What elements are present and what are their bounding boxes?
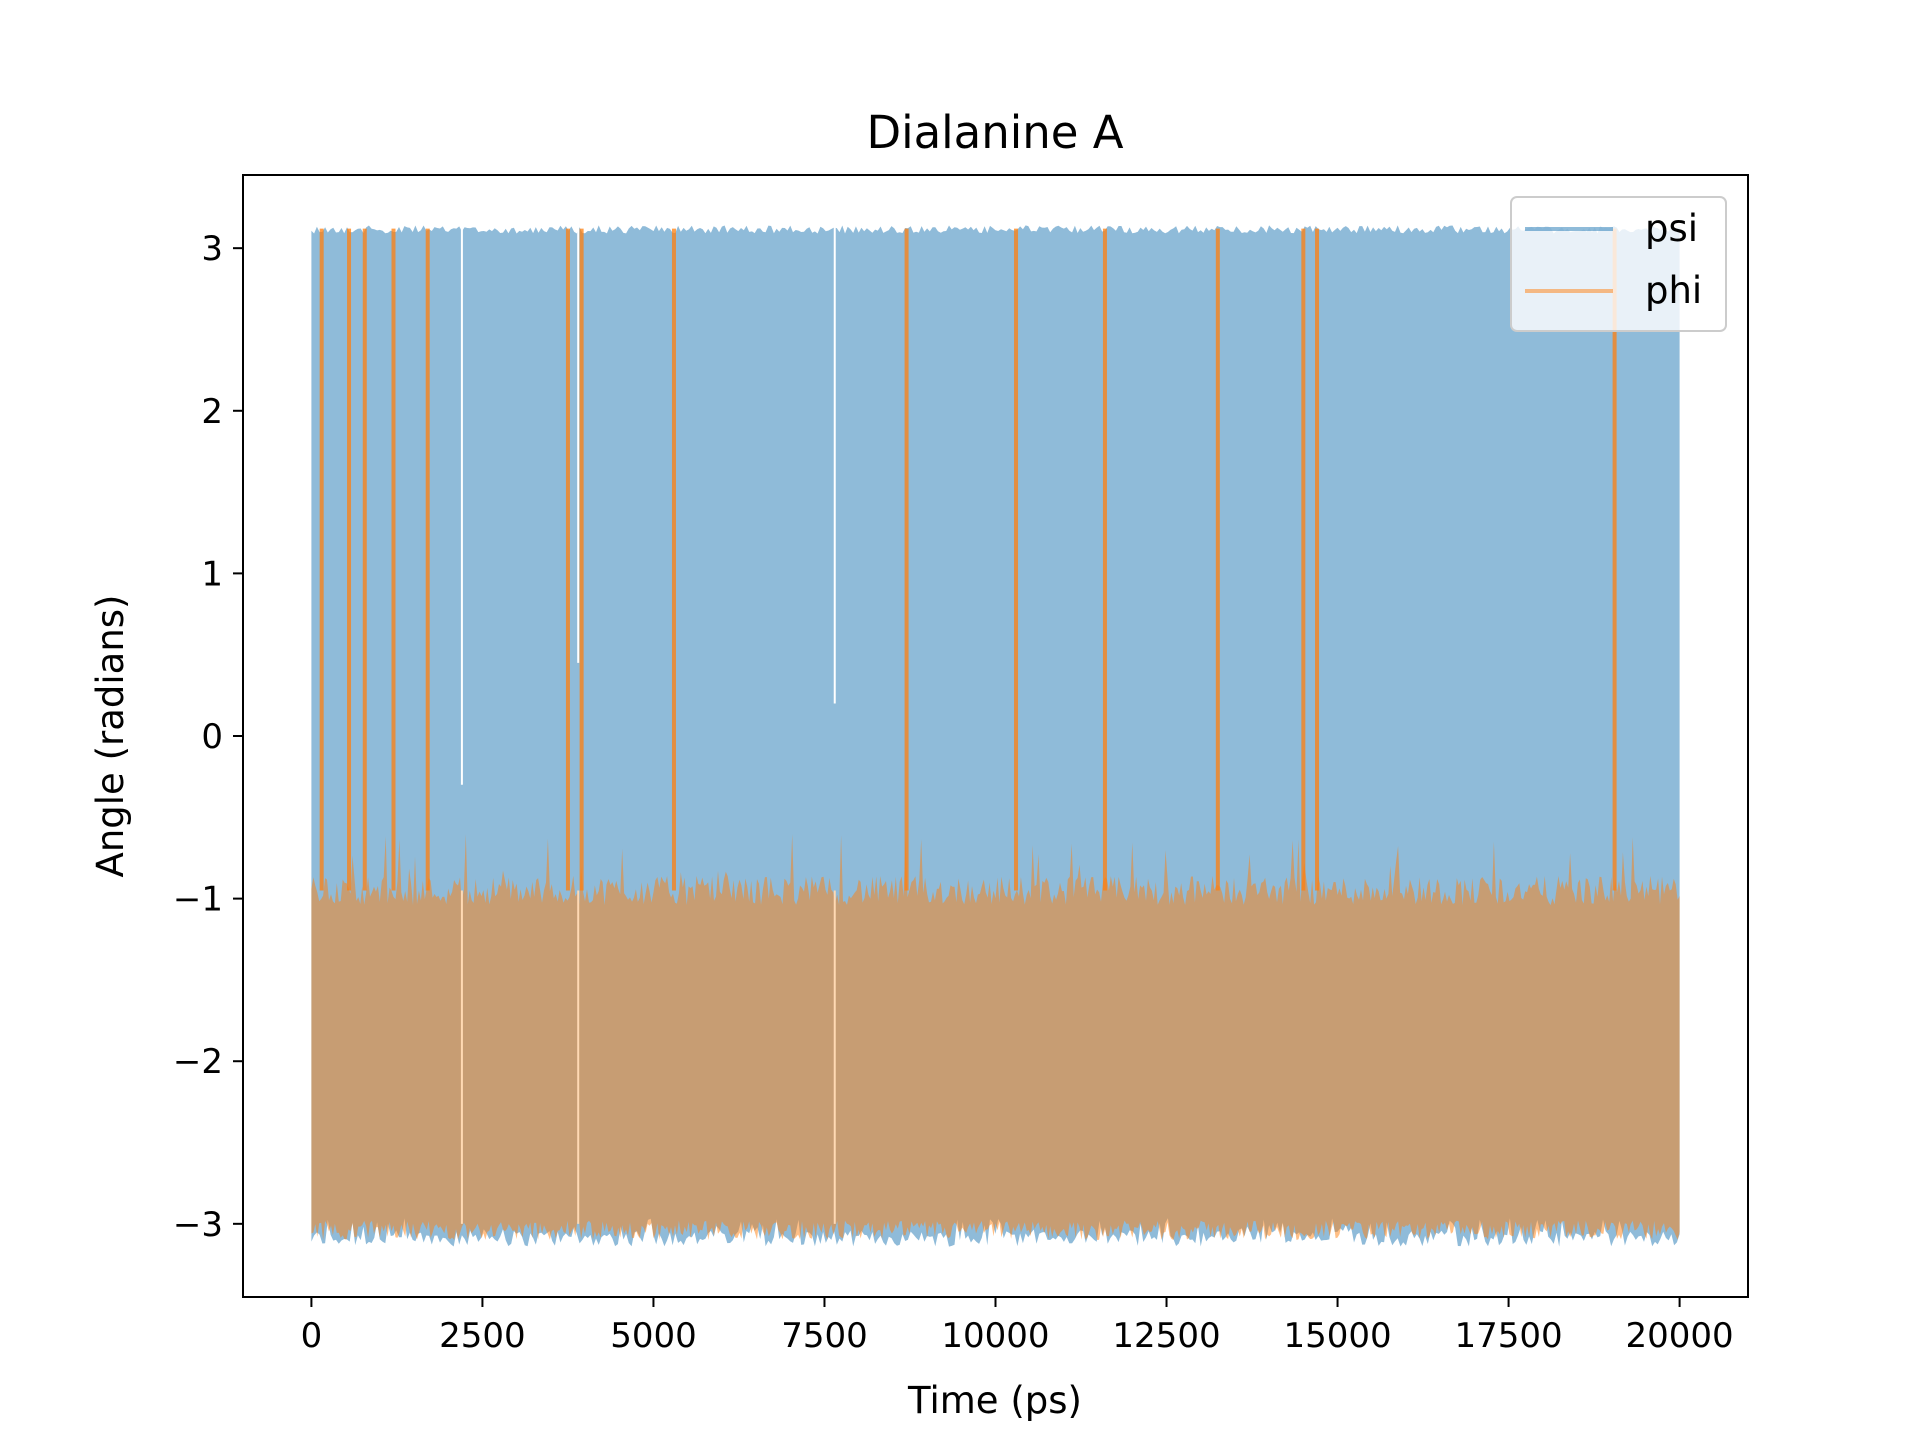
series-phi <box>311 228 1680 1240</box>
x-tick-label: 2500 <box>439 1316 526 1356</box>
y-tick-label: −1 <box>173 880 223 920</box>
x-tick-label: 10000 <box>941 1316 1049 1356</box>
x-axis-label: Time (ps) <box>907 1379 1082 1422</box>
chart-title: Dialanine A <box>866 106 1123 159</box>
legend-label-phi: phi <box>1645 269 1702 312</box>
phi-band <box>311 834 1680 1240</box>
y-tick-label: −3 <box>173 1205 223 1245</box>
y-axis: −3 −2 −1 0 1 2 3 <box>173 229 243 1245</box>
y-tick-label: 3 <box>201 229 223 269</box>
y-tick-label: 0 <box>201 717 223 757</box>
x-tick-label: 17500 <box>1454 1316 1562 1356</box>
x-axis: 0 2500 5000 7500 10000 12500 15000 17500 20000 <box>301 1297 1734 1356</box>
x-tick-label: 12500 <box>1112 1316 1220 1356</box>
legend: psi phi <box>1510 196 1727 332</box>
legend-label-psi: psi <box>1645 207 1698 250</box>
x-tick-label: 20000 <box>1626 1316 1734 1356</box>
x-tick-label: 7500 <box>781 1316 868 1356</box>
y-tick-label: −2 <box>173 1042 223 1082</box>
plot-area <box>311 225 1680 1247</box>
x-tick-label: 5000 <box>610 1316 697 1356</box>
y-tick-label: 1 <box>201 554 223 594</box>
y-tick-label: 2 <box>201 392 223 432</box>
y-axis-label: Angle (radians) <box>89 595 132 878</box>
x-tick-label: 15000 <box>1283 1316 1391 1356</box>
x-tick-label: 0 <box>301 1316 323 1356</box>
